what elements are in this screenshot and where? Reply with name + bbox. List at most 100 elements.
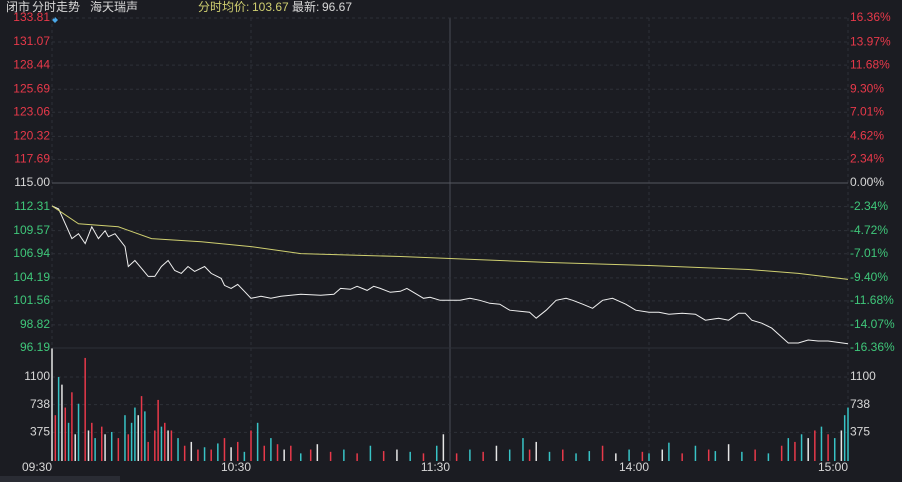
- volume-bar: [409, 451, 411, 461]
- volume-bar: [668, 442, 670, 461]
- volume-bar: [495, 445, 498, 461]
- y2-tick-label: 4.62%: [850, 129, 884, 143]
- volume-bar: [71, 392, 73, 461]
- volume-bar: [694, 445, 697, 461]
- volume-bar: [843, 415, 846, 461]
- volume-bar: [442, 434, 445, 461]
- volume-bar: [535, 441, 537, 461]
- volume-bar: [167, 430, 169, 461]
- volume-bar: [422, 453, 425, 461]
- volume-bar: [548, 451, 551, 461]
- volume-bar: [270, 438, 272, 461]
- y-tick-label: 115.00: [14, 175, 50, 189]
- status: 闭市: [6, 0, 30, 14]
- volume-bar: [223, 438, 226, 461]
- volume-bar: [54, 415, 57, 461]
- volume-bar: [562, 449, 564, 461]
- volume-bar: [396, 449, 398, 461]
- y2-tick-label: -7.01%: [850, 246, 888, 260]
- y-tick-label: 112.31: [14, 199, 50, 213]
- volume-bar: [154, 430, 156, 461]
- avg-label: 均价:: [222, 0, 249, 14]
- volume-bar: [469, 449, 471, 461]
- y-tick-label: 375: [30, 425, 50, 439]
- volume-bar: [329, 451, 332, 461]
- volume-bar: [707, 449, 710, 461]
- volume-bar: [522, 438, 524, 461]
- y2-tick-label: 13.97%: [850, 34, 891, 48]
- stock-name: 海天瑞声: [90, 0, 138, 14]
- volume-bar: [130, 422, 133, 461]
- avg-value: 103.67: [252, 0, 289, 14]
- volume-bar: [203, 447, 206, 461]
- y-tick-label: 128.44: [13, 57, 50, 71]
- volume-bar: [177, 438, 179, 461]
- volume-bar: [508, 449, 511, 461]
- y-tick-label: 117.69: [14, 152, 50, 166]
- volume-bar: [243, 451, 246, 461]
- volume-bar: [528, 449, 531, 461]
- volume-bar: [648, 453, 650, 461]
- volume-bar: [170, 430, 173, 461]
- volume-bar: [101, 426, 103, 461]
- volume-bar: [91, 422, 93, 461]
- volume-bar: [787, 438, 790, 461]
- volume-bar: [714, 451, 717, 461]
- volume-bar: [110, 431, 113, 461]
- volume-bar: [183, 445, 186, 461]
- y2-tick-label: -9.40%: [850, 270, 888, 284]
- volume-bar: [57, 377, 60, 461]
- y-tick-label: 738: [30, 397, 50, 411]
- volume-bar: [217, 443, 219, 461]
- y2-tick-label: 11.68%: [850, 57, 890, 71]
- x-tick-label: 15:00: [818, 460, 848, 474]
- view: 分时走势: [32, 0, 80, 14]
- volume-bar: [77, 403, 80, 461]
- y-tick-label: 738: [850, 397, 870, 411]
- volume-bar: [137, 415, 139, 461]
- volume-bar: [820, 426, 823, 461]
- y2-tick-label: 9.30%: [850, 81, 884, 95]
- y2-tick-label: -11.68%: [850, 293, 894, 307]
- y2-tick-label: -2.34%: [850, 199, 888, 213]
- volume-bar: [104, 434, 106, 461]
- volume-bar: [134, 407, 136, 461]
- volume-bar: [256, 422, 259, 461]
- volume-bar: [628, 449, 630, 461]
- volume-bar: [300, 453, 302, 461]
- y-tick-label: 120.32: [13, 129, 50, 143]
- volume-bar: [197, 449, 199, 461]
- price-line: [51, 205, 849, 280]
- volume-bar: [309, 449, 312, 461]
- volume-bar: [124, 415, 126, 461]
- volume-bar: [236, 441, 239, 461]
- last-value: 96.67: [322, 0, 352, 14]
- y2-tick-label: -14.07%: [850, 317, 895, 331]
- volume-bar: [356, 453, 358, 461]
- volume-bar: [276, 444, 279, 461]
- volume-bar: [814, 430, 816, 461]
- y-tick-label: 1100: [24, 369, 50, 383]
- volume-bar: [87, 430, 90, 461]
- volume-bar: [210, 449, 212, 461]
- volume-bar: [840, 430, 843, 461]
- x-tick-label: 10:30: [221, 460, 251, 474]
- volume-bar: [61, 384, 63, 461]
- volume-bar: [435, 445, 438, 461]
- y-tick-label: 375: [850, 425, 870, 439]
- y-tick-label: 123.06: [13, 104, 50, 118]
- y-tick-label: 109.57: [13, 223, 50, 237]
- volume-bar: [164, 422, 166, 461]
- volume-bar: [316, 444, 319, 461]
- y2-tick-label: 7.01%: [850, 104, 884, 118]
- last-label: 最新:: [292, 0, 319, 14]
- volume-bar: [147, 441, 149, 461]
- volume-bar: [84, 357, 86, 461]
- volume-bar: [681, 453, 683, 461]
- volume-bar: [250, 430, 252, 461]
- volume-bar: [601, 445, 604, 461]
- volume-bar: [827, 434, 829, 461]
- price-line: [51, 205, 849, 345]
- volume-bar: [382, 451, 385, 461]
- volume-bar: [794, 441, 796, 461]
